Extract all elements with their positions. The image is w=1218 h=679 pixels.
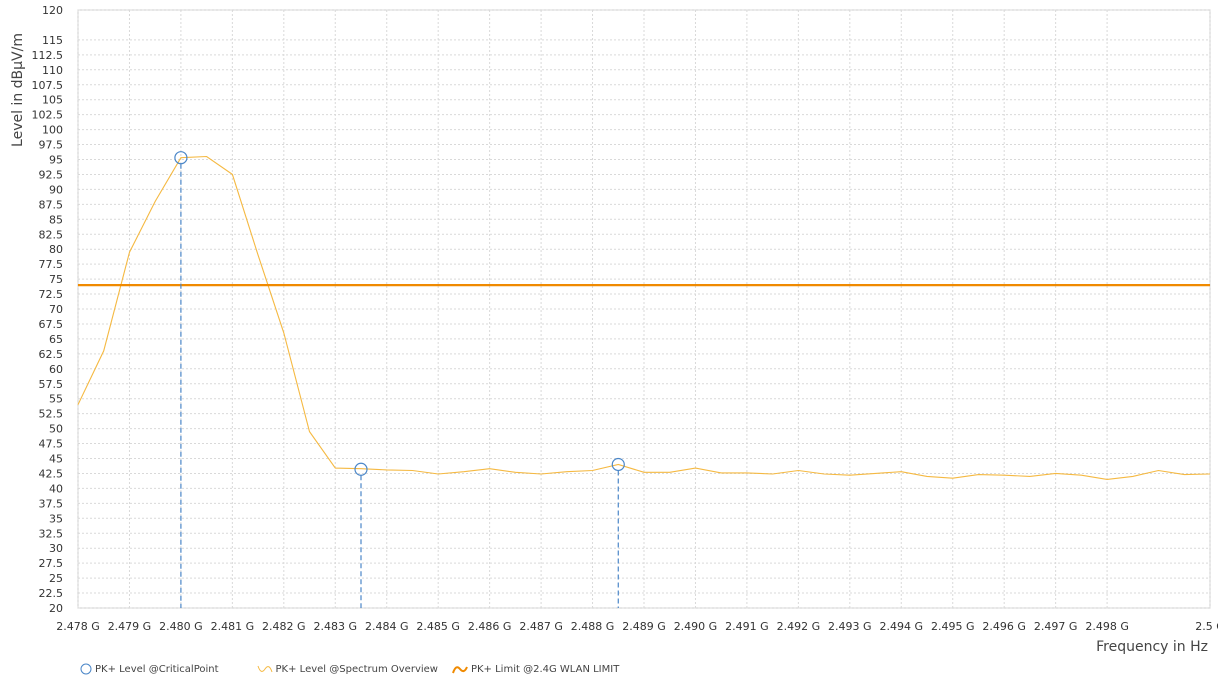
- x-tick-label: 2.486 G: [468, 620, 512, 633]
- y-tick-label: 82.5: [39, 228, 64, 241]
- spectrum-chart: 20 22.5 25 27.5 30 32.5 35 37.5 40 42.545 47.5 50 52…: [10, 4, 1218, 655]
- y-tick-label: 75: [49, 273, 63, 286]
- wave-line-icon: [452, 666, 468, 674]
- x-tick-label: 2.495 G: [931, 620, 975, 633]
- series-layer: [77, 155, 1211, 480]
- y-tick-label: 25: [49, 572, 63, 585]
- y-axis-ticks: 20 22.5 25 27.5 30 32.5 35 37.5 40 42.545 47.5 50 52…: [32, 4, 64, 615]
- y-tick-label: 110: [42, 64, 63, 77]
- x-tick-label: 2.497 G: [1034, 620, 1078, 633]
- y-tick-label: 20: [49, 602, 63, 615]
- y-tick-label: 105: [42, 94, 63, 107]
- x-tick-label: 2.493 G: [828, 620, 872, 633]
- x-axis-ticks: 2.478 G 2.479 G 2.480 G 2.481 G 2.482 G 2.483…: [56, 620, 1218, 633]
- x-tick-label: 2.489 G: [622, 620, 666, 633]
- y-axis-label: Level in dBµV/m: [10, 33, 26, 147]
- x-tick-label: 2.487 G: [519, 620, 563, 633]
- critical-markers: [174, 151, 625, 608]
- y-tick-label: 47.5: [39, 438, 64, 451]
- critical-point-marker: [611, 457, 625, 472]
- y-tick-label: 50: [49, 423, 63, 436]
- y-tick-label: 37.5: [39, 497, 64, 510]
- y-tick-label: 85: [49, 213, 63, 226]
- x-tick-label: 2.498 G: [1085, 620, 1129, 633]
- x-tick-label: 2.491 G: [725, 620, 769, 633]
- x-tick-label: 2.485 G: [416, 620, 460, 633]
- spectrum-line: [77, 155, 1211, 480]
- x-tick-label: 2.494 G: [880, 620, 924, 633]
- y-tick-label: 27.5: [39, 557, 64, 570]
- y-tick-label: 80: [49, 243, 63, 256]
- legend-label-limit: PK+ Limit @2.4G WLAN LIMIT: [470, 663, 620, 675]
- y-tick-label: 87.5: [39, 198, 64, 211]
- y-tick-label: 95: [49, 154, 63, 167]
- y-tick-label: 70: [49, 303, 63, 316]
- y-tick-label: 60: [49, 363, 63, 376]
- x-tick-label: 2.492 G: [777, 620, 821, 633]
- y-tick-label: 92.5: [39, 168, 64, 181]
- critical-point-marker: [174, 151, 188, 165]
- y-tick-label: 52.5: [39, 408, 64, 421]
- x-tick-label: 2.482 G: [262, 620, 306, 633]
- y-tick-label: 40: [49, 482, 63, 495]
- y-tick-label: 77.5: [39, 258, 64, 271]
- y-tick-label: 35: [49, 512, 63, 525]
- legend-item-spectrum: PK+ Level @Spectrum Overview: [257, 663, 438, 675]
- circle-marker-icon: [80, 663, 92, 675]
- y-tick-label: 57.5: [39, 378, 64, 391]
- y-tick-label: 97.5: [39, 139, 64, 152]
- legend-item-limit: PK+ Limit @2.4G WLAN LIMIT: [452, 663, 619, 675]
- y-tick-label: 32.5: [39, 527, 64, 540]
- y-tick-label: 112.5: [32, 49, 64, 62]
- legend-label-critical: PK+ Level @CriticalPoint: [95, 663, 219, 675]
- y-tick-label: 107.5: [32, 79, 64, 92]
- y-tick-label: 67.5: [39, 318, 64, 331]
- x-tick-label: 2.5 G: [1195, 620, 1218, 633]
- x-tick-label: 2.479 G: [108, 620, 152, 633]
- y-tick-label: 62.5: [39, 348, 64, 361]
- x-axis-label: Frequency in Hz: [1096, 639, 1208, 655]
- legend-label-spectrum: PK+ Level @Spectrum Overview: [275, 663, 438, 675]
- grid: [77, 9, 1211, 609]
- x-tick-label: 2.481 G: [211, 620, 255, 633]
- critical-point-marker: [354, 462, 368, 476]
- y-tick-label: 115: [42, 34, 63, 47]
- x-tick-label: 2.488 G: [571, 620, 615, 633]
- x-tick-label: 2.496 G: [982, 620, 1026, 633]
- y-tick-label: 30: [49, 542, 63, 555]
- x-tick-label: 2.490 G: [674, 620, 718, 633]
- wave-line-icon: [257, 665, 273, 673]
- legend: PK+ Level @CriticalPoint PK+ Level @Spec…: [80, 660, 633, 678]
- y-tick-label: 72.5: [39, 288, 64, 301]
- x-tick-label: 2.484 G: [365, 620, 409, 633]
- y-tick-label: 65: [49, 333, 63, 346]
- x-tick-label: 2.480 G: [159, 620, 203, 633]
- legend-item-critical: PK+ Level @CriticalPoint: [80, 663, 219, 675]
- y-tick-label: 90: [49, 183, 63, 196]
- y-tick-label: 22.5: [39, 587, 64, 600]
- y-tick-label: 55: [49, 393, 63, 406]
- y-tick-label: 120: [42, 4, 63, 17]
- x-tick-label: 2.483 G: [314, 620, 358, 633]
- x-tick-label: 2.478 G: [56, 620, 100, 633]
- y-tick-label: 102.5: [32, 109, 64, 122]
- y-tick-label: 42.5: [39, 467, 64, 480]
- y-tick-label: 45: [49, 453, 63, 466]
- y-tick-label: 100: [42, 124, 63, 137]
